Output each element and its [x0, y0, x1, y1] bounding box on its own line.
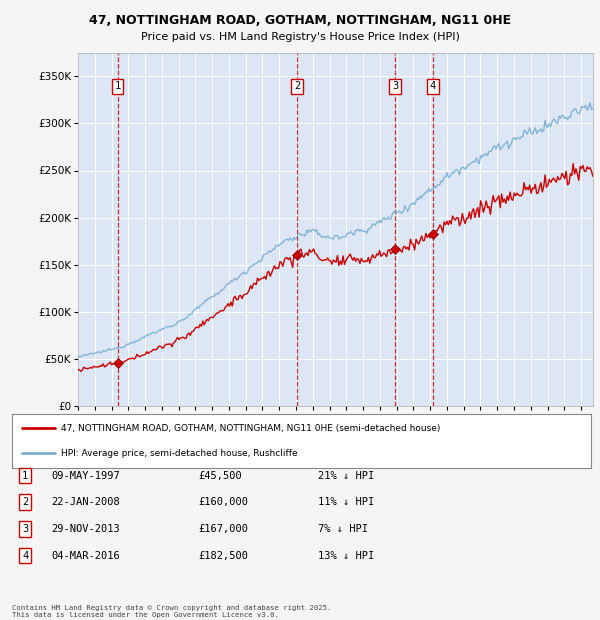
- Text: 29-NOV-2013: 29-NOV-2013: [51, 524, 120, 534]
- Text: £160,000: £160,000: [198, 497, 248, 507]
- Text: 11% ↓ HPI: 11% ↓ HPI: [318, 497, 374, 507]
- Text: 47, NOTTINGHAM ROAD, GOTHAM, NOTTINGHAM, NG11 0HE (semi-detached house): 47, NOTTINGHAM ROAD, GOTHAM, NOTTINGHAM,…: [61, 424, 440, 433]
- Text: Price paid vs. HM Land Registry's House Price Index (HPI): Price paid vs. HM Land Registry's House …: [140, 32, 460, 42]
- Text: 7% ↓ HPI: 7% ↓ HPI: [318, 524, 368, 534]
- Text: 22-JAN-2008: 22-JAN-2008: [51, 497, 120, 507]
- Text: 3: 3: [392, 81, 398, 91]
- Text: HPI: Average price, semi-detached house, Rushcliffe: HPI: Average price, semi-detached house,…: [61, 449, 298, 458]
- Text: 04-MAR-2016: 04-MAR-2016: [51, 551, 120, 560]
- Text: 4: 4: [22, 551, 28, 560]
- Text: 2: 2: [22, 497, 28, 507]
- Text: 1: 1: [115, 81, 121, 91]
- Text: 09-MAY-1997: 09-MAY-1997: [51, 471, 120, 480]
- Text: 21% ↓ HPI: 21% ↓ HPI: [318, 471, 374, 480]
- Text: £167,000: £167,000: [198, 524, 248, 534]
- Text: Contains HM Land Registry data © Crown copyright and database right 2025.
This d: Contains HM Land Registry data © Crown c…: [12, 605, 331, 618]
- Text: 1: 1: [22, 471, 28, 480]
- Text: £45,500: £45,500: [198, 471, 242, 480]
- Text: 3: 3: [22, 524, 28, 534]
- Text: 47, NOTTINGHAM ROAD, GOTHAM, NOTTINGHAM, NG11 0HE: 47, NOTTINGHAM ROAD, GOTHAM, NOTTINGHAM,…: [89, 14, 511, 27]
- Text: £182,500: £182,500: [198, 551, 248, 560]
- Text: 2: 2: [294, 81, 300, 91]
- Text: 13% ↓ HPI: 13% ↓ HPI: [318, 551, 374, 560]
- Text: 4: 4: [430, 81, 436, 91]
